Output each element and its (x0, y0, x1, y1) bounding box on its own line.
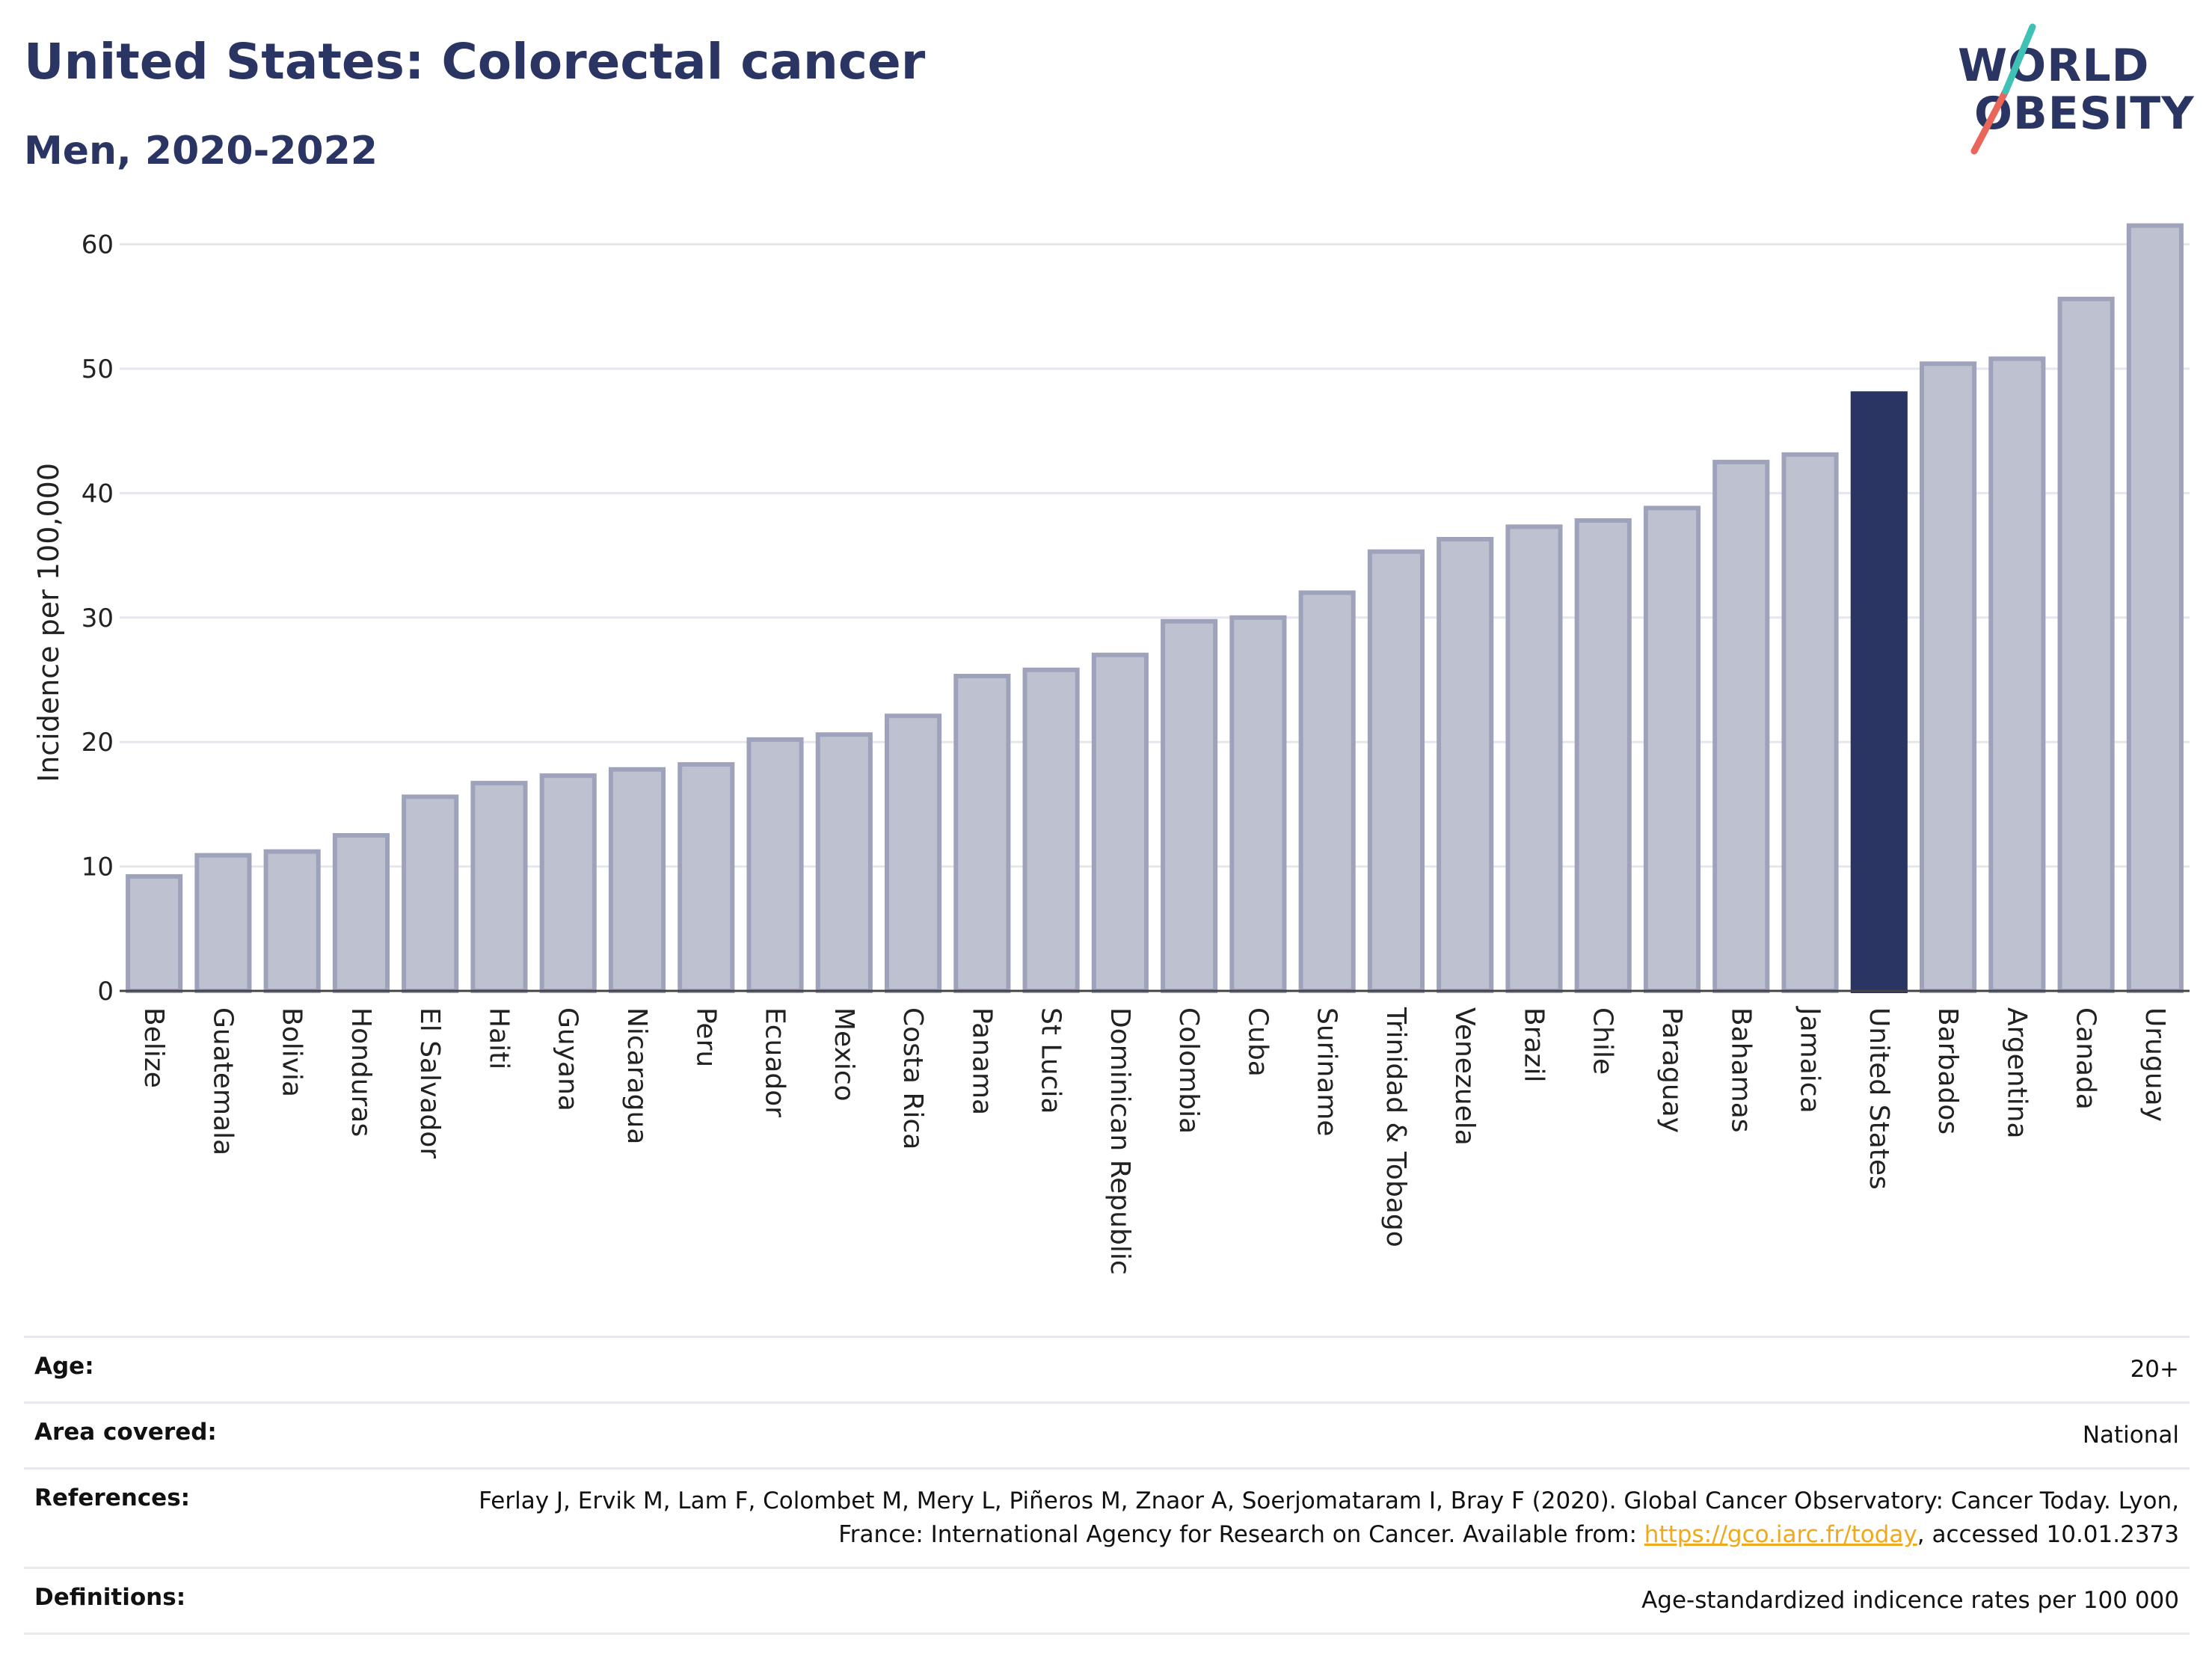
x-tick-label: Bahamas (1725, 1007, 1756, 1133)
bar (1574, 518, 1632, 993)
bar (1850, 391, 1908, 993)
bar (1712, 459, 1770, 993)
bar (1988, 356, 2046, 993)
x-tick-label: Guyana (553, 1007, 583, 1111)
x-tick-label: Trinidad & Tobago (1380, 1007, 1411, 1247)
bar (263, 849, 321, 993)
chart-title: United States: Colorectal cancer (24, 33, 926, 90)
x-tick-label: Peru (690, 1007, 721, 1067)
x-tick-label: Dominican Republic (1105, 1007, 1135, 1275)
world-obesity-logo: WORLD OBESITY (1944, 22, 2199, 172)
bar (1298, 590, 1356, 993)
references-suffix: , accessed 10.01.2373 (1917, 1520, 2179, 1548)
logo-text-world: WORLD (1958, 40, 2150, 92)
bar (815, 732, 873, 993)
x-tick-label: Suriname (1312, 1007, 1342, 1137)
x-tick-label: Brazil (1518, 1007, 1549, 1082)
bar (470, 781, 528, 993)
bar-chart: 0 10 20 30 40 50 60 Incidence per 100,000 Belize… (32, 223, 2190, 1275)
bar (1161, 618, 1218, 993)
x-tick-label: Ecuador (760, 1007, 790, 1117)
x-tick-label: Paraguay (1656, 1007, 1687, 1133)
bar (608, 767, 666, 993)
details-row-definitions: Definitions: Age-standardized indicence … (24, 1566, 2190, 1635)
x-tick-label: Belize (138, 1007, 169, 1088)
y-tick-label: 60 (82, 230, 114, 260)
x-tick-label: Barbados (1932, 1007, 1963, 1134)
bar (539, 773, 597, 993)
bar (1229, 615, 1287, 993)
area-value: National (2082, 1421, 2179, 1449)
bar (746, 737, 804, 993)
bar (1022, 667, 1080, 993)
y-tick-label: 10 (82, 853, 114, 882)
y-axis-label: Incidence per 100,000 (32, 463, 65, 782)
references-label: References: (34, 1484, 191, 1511)
age-label: Age: (34, 1353, 94, 1380)
x-tick-label: Panama (966, 1007, 997, 1115)
x-tick-label: Uruguay (2139, 1007, 2170, 1122)
x-tick-label: Colombia (1173, 1007, 1204, 1134)
bar (126, 873, 183, 993)
y-tick-label: 0 (97, 977, 114, 1007)
references-link[interactable]: https://gco.iarc.fr/today (1644, 1520, 1917, 1548)
bar (1091, 652, 1149, 993)
y-tick-label: 20 (82, 728, 114, 758)
references-value: Ferlay J, Ervik M, Lam F, Colombet M, Me… (459, 1484, 2179, 1552)
x-tick-label: St Lucia (1036, 1007, 1066, 1114)
details-row-references: References: Ferlay J, Ervik M, Lam F, Co… (24, 1467, 2190, 1567)
bar (1920, 361, 1977, 993)
y-tick-label: 30 (82, 604, 114, 633)
x-tick-label: Canada (2071, 1007, 2101, 1110)
x-tick-label: Costa Rica (897, 1007, 928, 1149)
x-tick-label: Cuba (1242, 1007, 1273, 1077)
age-value: 20+ (2130, 1356, 2179, 1383)
x-tick-label: Mexico (829, 1007, 859, 1102)
definitions-value: Age-standardized indicence rates per 100… (1641, 1586, 2179, 1614)
details-row-age: Age: 20+ (24, 1336, 2190, 1401)
x-tick-label: Venezuela (1449, 1007, 1480, 1146)
bar (885, 713, 942, 993)
x-tick-label: Jamaica (1795, 1006, 1825, 1114)
bar (194, 853, 252, 993)
bar (1367, 549, 1425, 993)
x-tick-label: El Salvador (414, 1007, 445, 1158)
bar (1505, 524, 1563, 993)
bar (402, 794, 459, 993)
bar (1781, 452, 1839, 993)
definitions-label: Definitions: (34, 1583, 186, 1611)
bar (2126, 223, 2184, 993)
x-tick-label: Haiti (483, 1007, 514, 1069)
x-tick-label: Argentina (2001, 1007, 2032, 1139)
x-tick-label: Nicaragua (621, 1007, 652, 1144)
bar (2057, 296, 2115, 993)
x-tick-label: Honduras (345, 1007, 376, 1137)
y-tick-label: 50 (82, 354, 114, 384)
logo-text-obesity: OBESITY (1974, 87, 2195, 140)
details-row-area: Area covered: National (24, 1401, 2190, 1467)
x-tick-label: United States (1864, 1007, 1894, 1190)
area-label: Area covered: (34, 1418, 217, 1446)
logo-slash-icon (1970, 23, 2036, 155)
bar (332, 832, 390, 993)
bar (1643, 506, 1701, 993)
bar (953, 673, 1011, 993)
bar (1437, 536, 1494, 993)
chart-subtitle: Men, 2020-2022 (24, 129, 378, 174)
references-text: Ferlay J, Ervik M, Lam F, Colombet M, Me… (479, 1487, 2179, 1548)
x-tick-label: Guatemala (207, 1007, 238, 1155)
details-table: Age: 20+ Area covered: National Referenc… (24, 1336, 2190, 1635)
x-tick-label: Chile (1588, 1007, 1618, 1075)
y-tick-label: 40 (82, 479, 114, 509)
bar (678, 762, 735, 993)
x-tick-label: Bolivia (277, 1007, 307, 1097)
